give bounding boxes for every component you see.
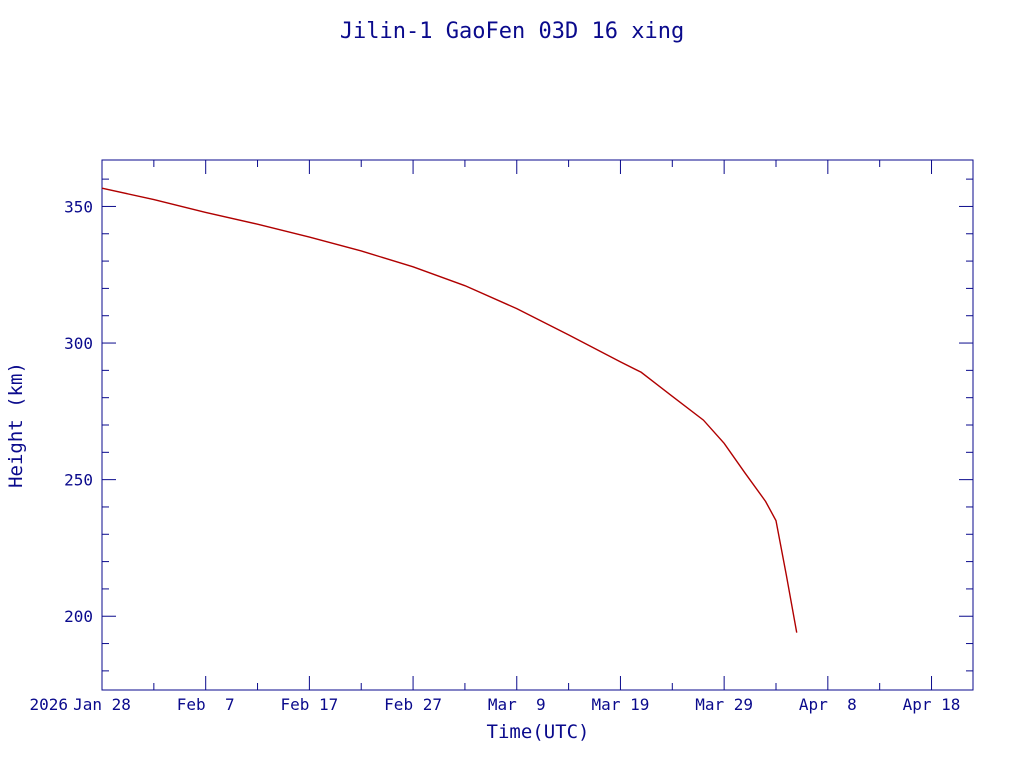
x-tick-label: Feb 7 (177, 695, 235, 714)
plot-frame (101, 159, 974, 691)
x-tick-label: Mar 29 (695, 695, 753, 714)
x-tick-label: Mar 19 (592, 695, 650, 714)
x-tick-label: Apr 18 (903, 695, 961, 714)
y-axis-label: Height (km) (5, 362, 27, 488)
y-tick-label: 350 (64, 197, 93, 216)
x-tick-label: Mar 9 (488, 695, 546, 714)
y-tick-label: 250 (64, 471, 93, 490)
chart-title: Jilin-1 GaoFen 03D 16 xing (340, 19, 684, 44)
y-tick-label: 200 (64, 607, 93, 626)
series-line-height (101, 187, 798, 633)
x-tick-labels: 2026 Jan 28 Feb 7 Feb 17 Feb 27 Mar 9 Mar 19 Ma… (29, 695, 960, 714)
x-tick-label: Feb 17 (280, 695, 338, 714)
x-tick-label: Apr 8 (799, 695, 857, 714)
y-tick-label: 300 (64, 334, 93, 353)
x-tick-label: Feb 27 (384, 695, 442, 714)
x-tick-label-year: 2026 (29, 695, 68, 714)
x-axis-label: Time(UTC) (487, 721, 590, 743)
tick-marks (101, 160, 973, 690)
x-tick-label: Jan 28 (73, 695, 131, 714)
y-tick-labels: 200 250 300 350 (64, 197, 93, 626)
